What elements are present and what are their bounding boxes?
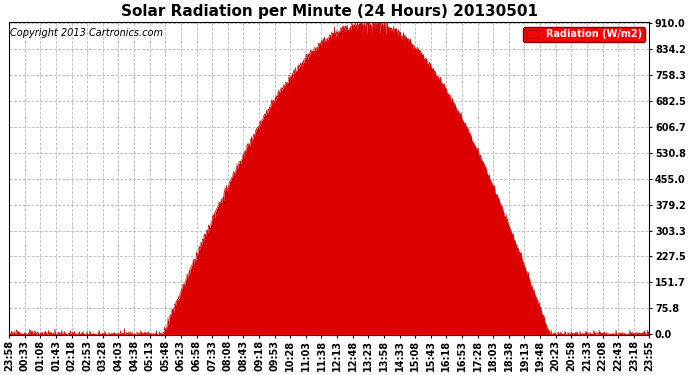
Text: Copyright 2013 Cartronics.com: Copyright 2013 Cartronics.com <box>10 28 164 38</box>
Legend: Radiation (W/m2): Radiation (W/m2) <box>523 27 644 42</box>
Title: Solar Radiation per Minute (24 Hours) 20130501: Solar Radiation per Minute (24 Hours) 20… <box>121 4 538 19</box>
